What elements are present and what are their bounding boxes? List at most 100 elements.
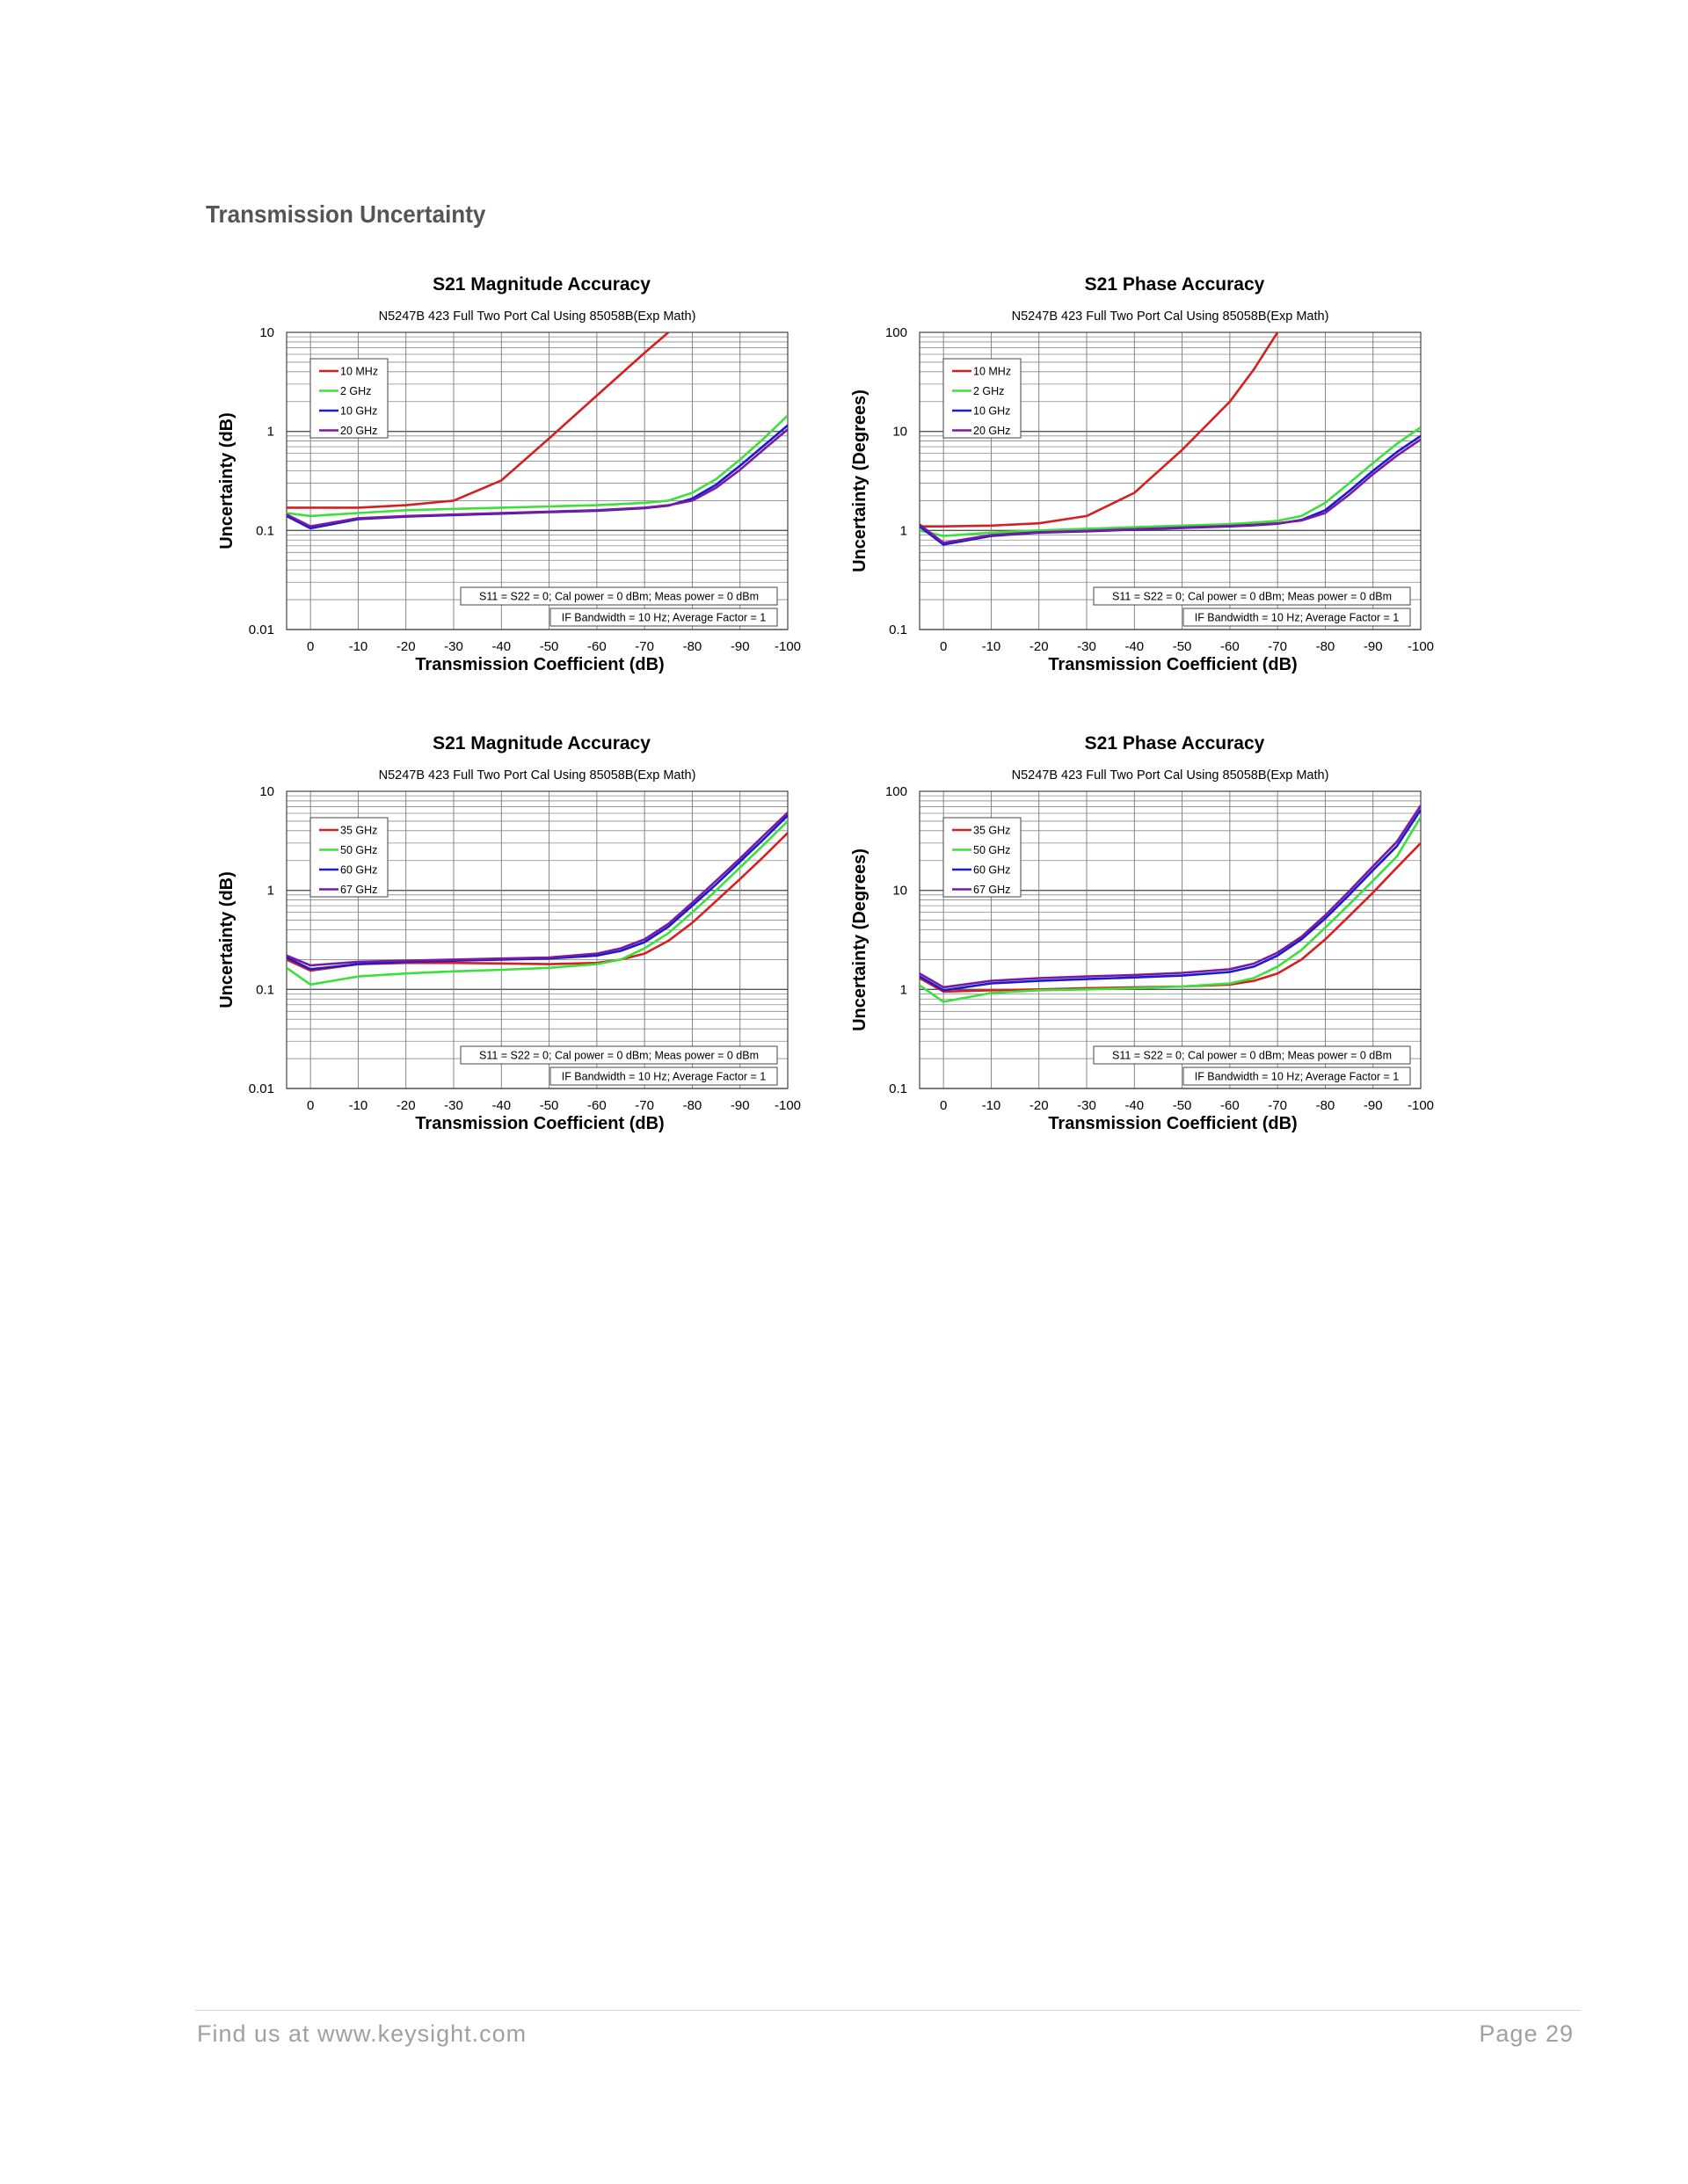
series-line-60-ghz [287, 814, 788, 971]
x-tick-label: -10 [349, 1098, 368, 1113]
x-tick-label: -10 [982, 639, 1001, 654]
x-tick-label: -70 [1268, 1098, 1287, 1113]
note-box [460, 586, 778, 606]
y-tick-label: 10 [892, 425, 907, 440]
chart-s21-phase-accuracy-top: S21 Phase Accuracy N5247B 423 Full Two Po… [850, 274, 1434, 674]
legend-box [942, 817, 1022, 898]
y-tick-label: 0.01 [249, 1081, 274, 1096]
x-tick-label: 0 [940, 1098, 947, 1113]
x-tick-label: -30 [1077, 639, 1096, 654]
chart-title: S21 Magnitude Accuracy [433, 733, 651, 753]
footer-website: Find us at www.keysight.com [197, 2020, 528, 2047]
note-if-bandwidth: IF Bandwidth = 10 Hz; Average Factor = 1 [562, 1071, 767, 1083]
chart-subtitle: N5247B 423 Full Two Port Cal Using 85058… [1012, 309, 1329, 324]
note-calibration: S11 = S22 = 0; Cal power = 0 dBm; Meas p… [479, 1050, 759, 1062]
y-tick-label: 10 [259, 784, 274, 799]
plot-frame [919, 790, 1422, 1089]
footer-page-number: Page 29 [1479, 2020, 1574, 2047]
y-tick-label: 1 [900, 523, 907, 538]
chart-title: S21 Phase Accuracy [1085, 274, 1265, 295]
y-tick-label: 10 [259, 325, 274, 340]
x-tick-label: -70 [635, 639, 654, 654]
series-line-67-ghz [287, 812, 788, 967]
chart-legend: 35 GHz 50 GHz 60 GHz 67 GHz [309, 817, 389, 898]
x-tick-label: 0 [307, 639, 314, 654]
chart-s21-magnitude-accuracy-top: S21 Magnitude Accuracy N5247B 423 Full Tw… [217, 274, 801, 674]
series-line-67-ghz [920, 804, 1421, 989]
series-line-10-mhz [287, 332, 670, 509]
note-calibration: S11 = S22 = 0; Cal power = 0 dBm; Meas p… [479, 591, 759, 603]
x-tick-label: -30 [444, 639, 463, 654]
y-tick-label: 1 [267, 425, 274, 440]
legend-label-2-ghz: 2 GHz [973, 385, 1004, 397]
x-tick-label: -50 [540, 1098, 559, 1113]
legend-label-10-ghz: 10 GHz [340, 405, 377, 418]
series-lines [287, 812, 788, 986]
series-lines [920, 804, 1421, 1003]
series-line-20-ghz [287, 428, 788, 528]
series-line-60-ghz [920, 809, 1421, 992]
legend-label-20-ghz: 20 GHz [973, 425, 1010, 437]
x-tick-label: -90 [1364, 639, 1383, 654]
chart-title: S21 Magnitude Accuracy [433, 274, 651, 295]
y-axis-label: Uncertainty (Degrees) [850, 389, 869, 572]
x-tick-label: 0 [307, 1098, 314, 1113]
y-tick-label: 100 [885, 325, 907, 340]
x-tick-label: -10 [982, 1098, 1001, 1113]
plot-frame [919, 331, 1422, 630]
chart-legend: 10 MHz 2 GHz 10 GHz 20 GHz [309, 358, 389, 439]
y-tick-label: 0.1 [256, 982, 274, 997]
y-tick-label: 0.1 [256, 523, 274, 538]
legend-label-10-mhz: 10 MHz [973, 366, 1011, 378]
footer-divider [195, 2010, 1581, 2011]
y-tick-label: 1 [900, 982, 907, 997]
x-tick-label: -20 [1030, 1098, 1049, 1113]
legend-label-20-ghz: 20 GHz [340, 425, 377, 437]
note-box [1093, 1045, 1411, 1065]
y-axis-label: Uncertainty (Degrees) [850, 848, 869, 1031]
x-axis-label: Transmission Coefficient (dB) [415, 655, 664, 674]
x-tick-label: -30 [1077, 1098, 1096, 1113]
series-line-50-ghz [287, 819, 788, 986]
series-line-10-mhz [920, 332, 1279, 528]
x-tick-label: -20 [397, 639, 416, 654]
note-if-bandwidth: IF Bandwidth = 10 Hz; Average Factor = 1 [1195, 1071, 1400, 1083]
note-calibration: S11 = S22 = 0; Cal power = 0 dBm; Meas p… [1112, 1050, 1392, 1062]
note-box [1093, 586, 1411, 606]
x-tick-label: -80 [683, 1098, 702, 1113]
series-lines [287, 332, 788, 530]
x-tick-label: -50 [540, 639, 559, 654]
x-tick-label: -100 [1408, 639, 1434, 654]
series-line-2-ghz [287, 414, 788, 518]
plot-frame [286, 331, 789, 630]
x-tick-label: -100 [775, 639, 801, 654]
chart-subtitle: N5247B 423 Full Two Port Cal Using 85058… [379, 309, 696, 324]
note-box [460, 1045, 778, 1065]
x-axis-label: Transmission Coefficient (dB) [1048, 655, 1297, 674]
legend-label-60-ghz: 60 GHz [973, 864, 1010, 877]
y-tick-label: 0.01 [249, 622, 274, 637]
series-lines [920, 332, 1421, 546]
legend-label-10-ghz: 10 GHz [973, 405, 1010, 418]
note-box [1182, 1067, 1411, 1086]
x-tick-label: -60 [587, 639, 607, 654]
legend-label-10-mhz: 10 MHz [340, 366, 378, 378]
chart-s21-phase-accuracy-bottom: S21 Phase Accuracy N5247B 423 Full Two Po… [850, 733, 1434, 1133]
x-tick-label: -90 [1364, 1098, 1383, 1113]
plot-frame [286, 790, 789, 1089]
note-box [1182, 608, 1411, 627]
legend-label-50-ghz: 50 GHz [973, 844, 1010, 856]
x-tick-label: -40 [1124, 639, 1144, 654]
note-box [549, 608, 778, 627]
legend-label-60-ghz: 60 GHz [340, 864, 377, 877]
x-tick-label: -20 [1030, 639, 1049, 654]
x-axis-label: Transmission Coefficient (dB) [1048, 1114, 1297, 1133]
legend-label-35-ghz: 35 GHz [973, 825, 1010, 837]
x-tick-label: -40 [1124, 1098, 1144, 1113]
section-title: Transmission Uncertainty [206, 200, 486, 228]
chart-subtitle: N5247B 423 Full Two Port Cal Using 85058… [379, 768, 696, 783]
x-tick-label: -10 [349, 639, 368, 654]
x-tick-label: 0 [940, 639, 947, 654]
x-tick-label: -40 [491, 639, 511, 654]
x-tick-label: -60 [1220, 639, 1240, 654]
